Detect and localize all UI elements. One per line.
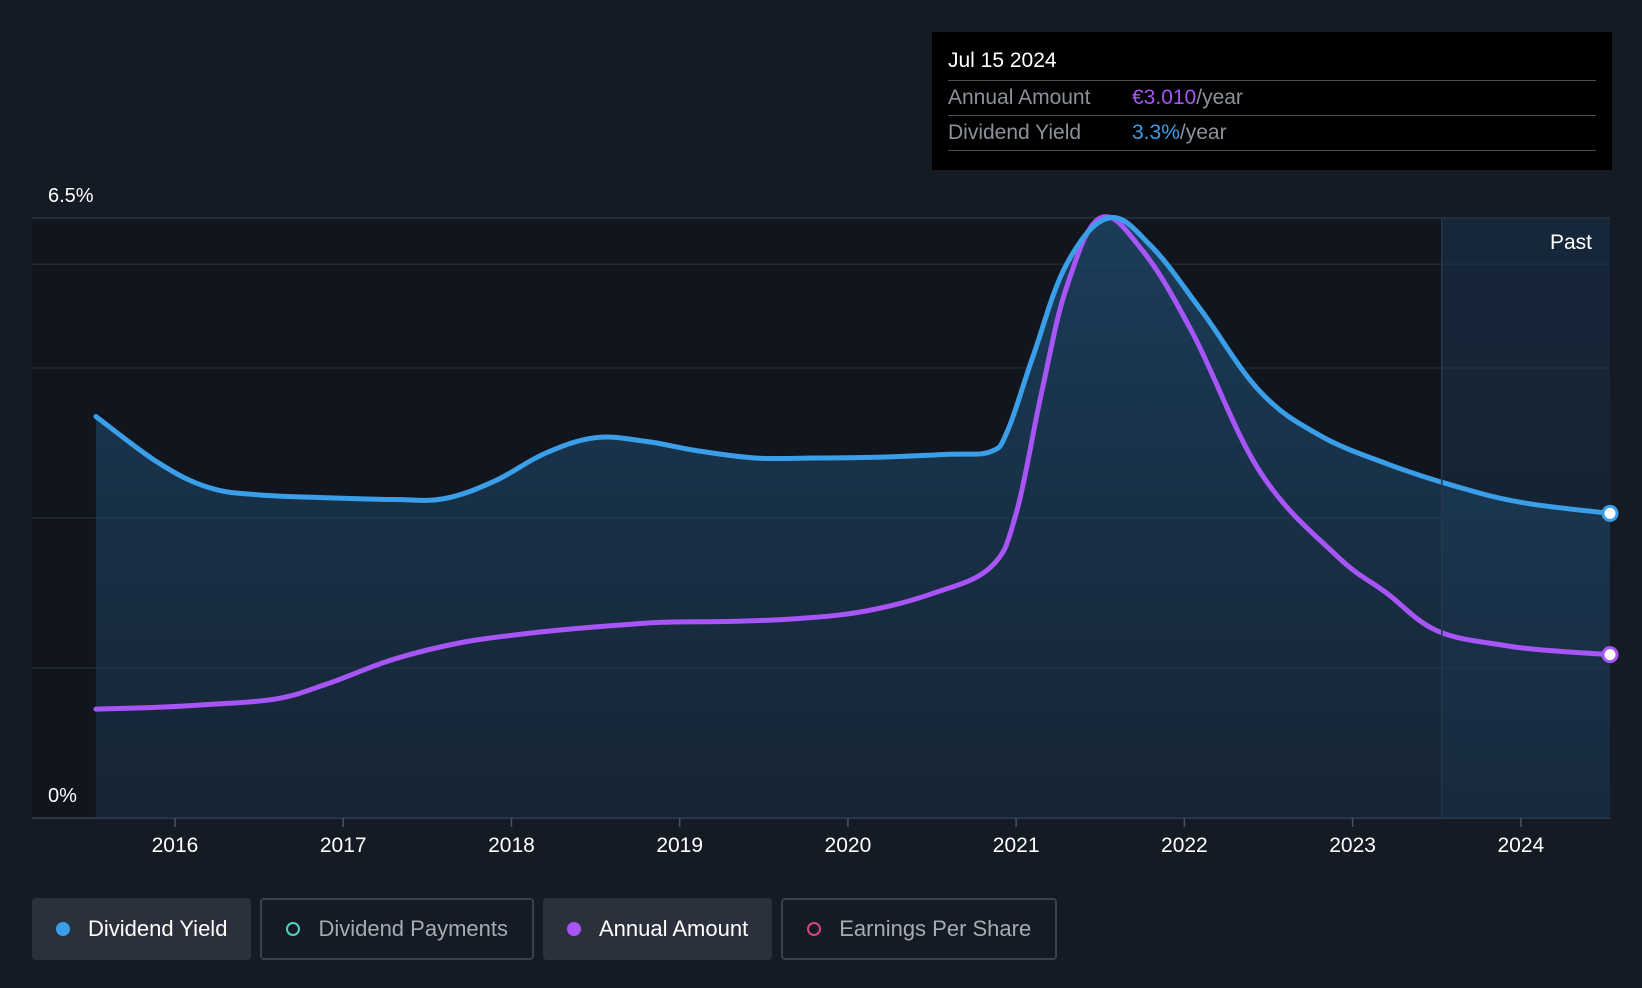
x-tick-label: 2024 [1497, 834, 1544, 857]
legend-annual-amount[interactable]: Annual Amount [542, 898, 773, 960]
tooltip-value: €3.010 [1132, 86, 1197, 109]
legend-earnings-per-share[interactable]: Earnings Per Share [781, 898, 1058, 960]
series-line [93, 215, 1613, 516]
series-end-marker [1601, 504, 1619, 522]
tooltip-unit: /year [1196, 86, 1243, 109]
x-tick-label: 2022 [1161, 834, 1208, 857]
x-tick-label: 2021 [993, 834, 1040, 857]
tooltip-label: Annual Amount [948, 86, 1091, 109]
series-layer [93, 214, 1619, 819]
filled-circle-icon [566, 922, 581, 936]
legend-dividend-payments[interactable]: Dividend Payments [260, 898, 534, 960]
x-axis: 2016 2017 2018 2019 2020 2021 2022 2023 2024 [152, 818, 1545, 857]
x-tick-label: 2017 [320, 834, 367, 857]
hollow-circle-icon [286, 922, 301, 936]
series-end-marker [1601, 646, 1619, 664]
tooltip: Jul 15 2024 Annual Amount €3.010 /year D… [932, 32, 1612, 170]
tooltip-date: Jul 15 2024 [948, 46, 1596, 81]
y-tick-label: 0% [48, 785, 77, 807]
x-tick-label: 2020 [825, 834, 872, 857]
legend-dividend-yield[interactable]: Dividend Yield [32, 898, 252, 960]
legend-label: Earnings Per Share [839, 916, 1032, 941]
x-tick-label: 2016 [152, 834, 199, 857]
series-line [93, 214, 1613, 712]
x-tick-label: 2019 [656, 834, 703, 857]
filled-circle-icon [56, 922, 70, 936]
x-tick-label: 2023 [1329, 834, 1376, 857]
tooltip-label: Dividend Yield [948, 121, 1082, 144]
legend-label: Annual Amount [598, 916, 749, 941]
legend-label: Dividend Yield [88, 916, 228, 941]
past-label: Past [1550, 231, 1592, 254]
legend-label: Dividend Payments [318, 916, 508, 941]
hollow-circle-icon [807, 922, 822, 936]
tooltip-value: 3.3% [1132, 121, 1180, 144]
legend: Dividend Yield Dividend Payments Annual … [32, 898, 1058, 960]
tooltip-unit: /year [1179, 121, 1227, 144]
y-axis: 6.5% 0% [48, 185, 94, 807]
tooltip-row-annual-amount: Annual Amount €3.010 /year [948, 81, 1596, 116]
tooltip-row-dividend-yield: Dividend Yield 3.3% /year [948, 116, 1596, 151]
y-tick-label: 6.5% [48, 185, 94, 207]
dividend-chart: Past 2016 2017 2018 2019 2020 2021 2022 2023 202… [32, 185, 1619, 857]
x-tick-label: 2018 [488, 834, 535, 857]
series-area [95, 217, 1611, 819]
